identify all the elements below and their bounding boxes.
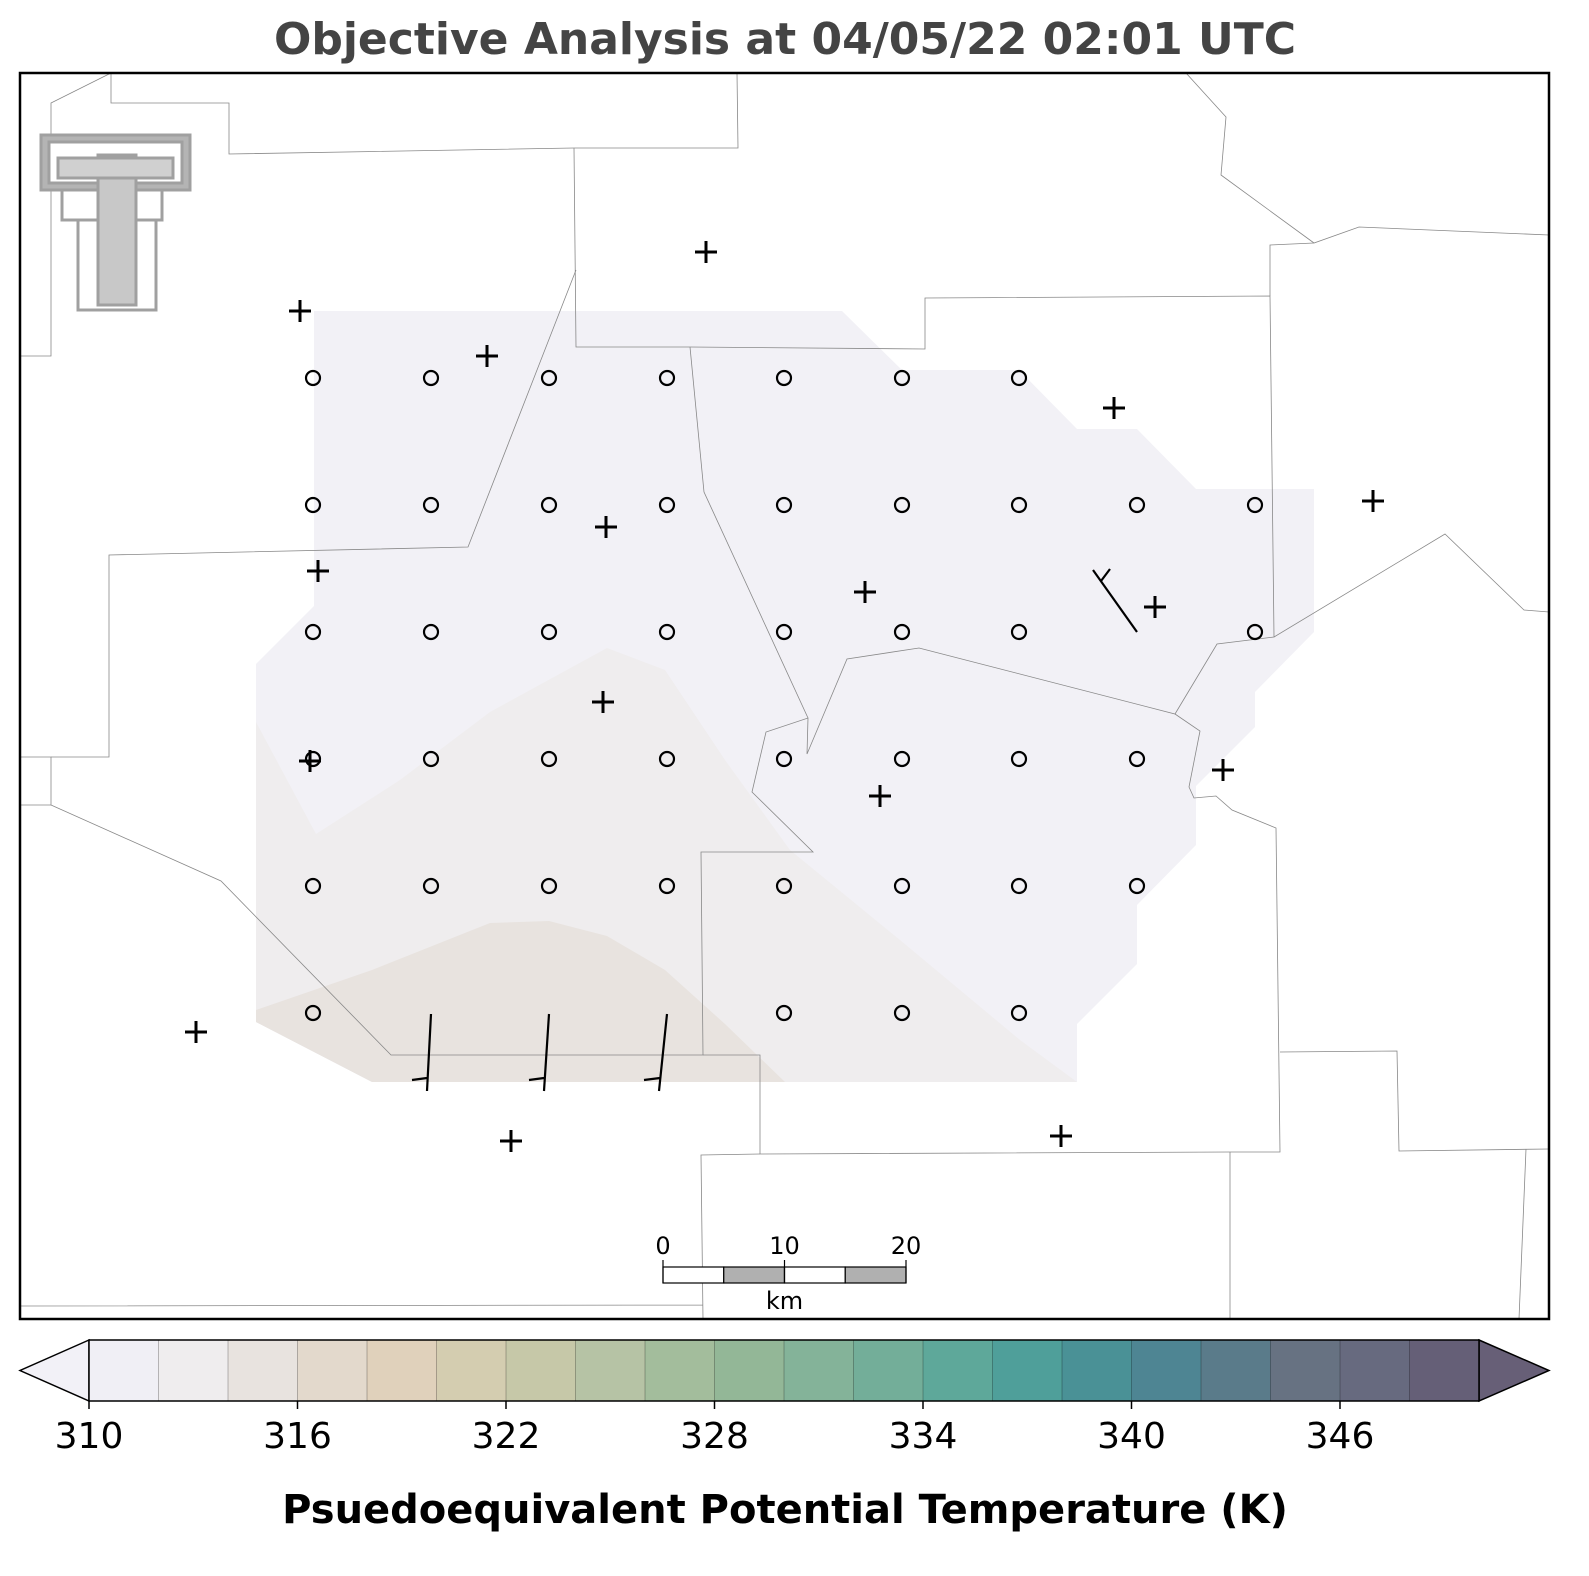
grid-point (304, 1004, 322, 1022)
scale-bar-label: 0 (655, 1232, 670, 1260)
scale-bar-label: 10 (769, 1232, 800, 1260)
colorbar-swatch (853, 1340, 924, 1401)
grid-point (775, 369, 793, 387)
colorbar-extend-high (1478, 1338, 1551, 1403)
grid-point (658, 877, 676, 895)
scale-bar-unit: km (766, 1287, 803, 1315)
grid-point (422, 623, 440, 641)
colorbar-swatch (89, 1340, 159, 1401)
colorbar-swatch (367, 1340, 437, 1401)
scale-bar-segment (662, 1266, 725, 1284)
grid-point (540, 623, 558, 641)
grid-point (540, 750, 558, 768)
grid-point (1010, 623, 1028, 641)
grid-point (1010, 496, 1028, 514)
grid-point (304, 750, 322, 768)
grid-point (775, 877, 793, 895)
colorbar-tick-label: 322 (472, 1416, 541, 1457)
colorbar-swatch (1340, 1340, 1410, 1401)
scale-bar-label: 20 (891, 1232, 922, 1260)
colorbar-swatch (506, 1340, 576, 1401)
wind-barbs (411, 568, 1138, 1092)
grid-point (422, 369, 440, 387)
grid-point (893, 877, 911, 895)
grid-point (893, 750, 911, 768)
grid-point (658, 750, 676, 768)
analysis-shading (256, 921, 785, 1082)
grid-point (304, 496, 322, 514)
colorbar-label: Psuedoequivalent Potential Temperature (… (282, 1487, 1288, 1533)
colorbar-tick-label: 316 (263, 1416, 332, 1457)
grid-point (658, 496, 676, 514)
grid-point (775, 750, 793, 768)
grid-point (422, 496, 440, 514)
scale-bar-segment (723, 1266, 786, 1284)
grid-point (893, 369, 911, 387)
map: 0 10 20 km (18, 71, 1551, 1321)
grid-point (1010, 1004, 1028, 1022)
grid-point (304, 623, 322, 641)
colorbar-swatch (923, 1340, 993, 1401)
grid-point (1246, 623, 1264, 641)
grid-point (893, 496, 911, 514)
colorbar-swatch (1062, 1340, 1132, 1401)
logo (39, 133, 192, 312)
colorbar-swatch (784, 1340, 854, 1401)
grid-point (540, 496, 558, 514)
colorbar-swatch (158, 1340, 229, 1401)
grid-point (775, 1004, 793, 1022)
colorbar-swatch (1131, 1340, 1202, 1401)
grid-point (1128, 750, 1146, 768)
colorbar-swatch (645, 1340, 715, 1401)
grid-point (658, 369, 676, 387)
colorbar-swatch (1409, 1340, 1480, 1401)
colorbar-tick-label: 340 (1097, 1416, 1166, 1457)
stations (185, 241, 1384, 1152)
county-lines (19, 72, 1550, 1320)
grid-point (1010, 750, 1028, 768)
colorbar-swatch (575, 1340, 646, 1401)
grid-point (304, 877, 322, 895)
grid-point (304, 369, 322, 387)
grid-point (775, 623, 793, 641)
analysis-grid (304, 369, 1264, 1022)
scale-bar: 0 10 20 km (655, 1232, 921, 1315)
title: Objective Analysis at 04/05/22 02:01 UTC (274, 14, 1296, 65)
grid-point (893, 623, 911, 641)
scale-bar-segment (783, 1266, 846, 1284)
colorbar-frame (88, 1339, 1480, 1402)
grid-point (893, 1004, 911, 1022)
grid-point (540, 877, 558, 895)
colorbar-tick-label: 346 (1306, 1416, 1375, 1457)
colorbar-swatch (992, 1340, 1063, 1401)
grid-point (540, 369, 558, 387)
grid-point (1128, 877, 1146, 895)
colorbar-extend-low (18, 1338, 90, 1403)
colorbar-tick-label: 334 (889, 1416, 958, 1457)
scale-bar-segment (844, 1266, 907, 1284)
grid-point (1010, 877, 1028, 895)
map-frame (18, 71, 1551, 1321)
colorbar-swatch (228, 1340, 298, 1401)
colorbar-swatch (436, 1340, 507, 1401)
grid-point (422, 750, 440, 768)
colorbar-swatch (297, 1340, 368, 1401)
grid-point (1246, 496, 1264, 514)
grid-point (1010, 369, 1028, 387)
grid-point (422, 877, 440, 895)
colorbar-tick-label: 328 (680, 1416, 749, 1457)
colorbar-tick-label: 310 (55, 1416, 124, 1457)
grid-point (775, 496, 793, 514)
grid-point (658, 623, 676, 641)
grid-point (1128, 496, 1146, 514)
colorbar-swatch (1270, 1340, 1341, 1401)
colorbar-swatch (1201, 1340, 1271, 1401)
colorbar-swatch (714, 1340, 785, 1401)
colorbar: 310 316 322 328 334 340 346 (18, 1338, 1551, 1457)
